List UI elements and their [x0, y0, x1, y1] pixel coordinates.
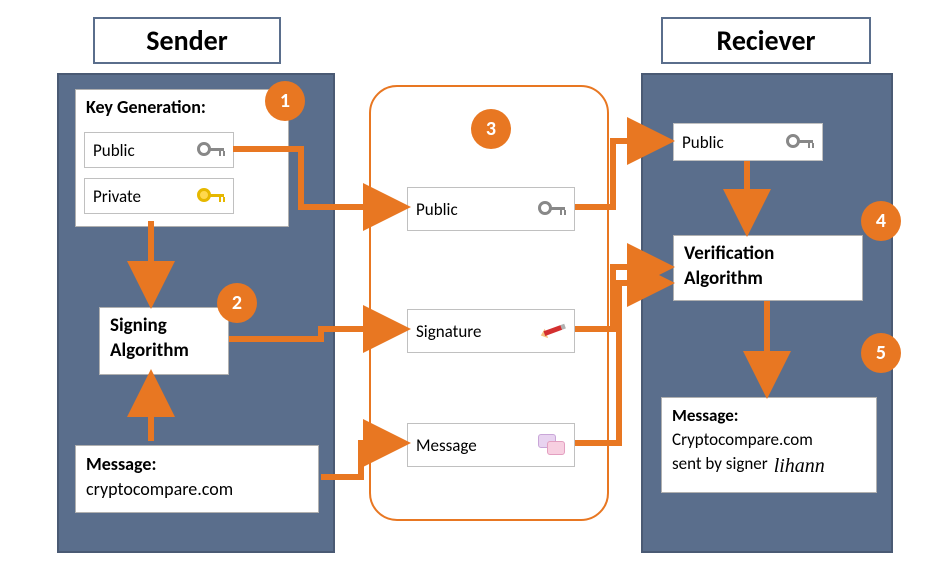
message-icon: [538, 434, 566, 456]
middle-message-label: Message: [416, 435, 477, 456]
sender-message-value: cryptocompare.com: [86, 477, 308, 502]
middle-public: Public: [407, 187, 575, 231]
key-gold-icon: [197, 186, 225, 206]
keygen-private-label: Private: [93, 186, 141, 207]
badge-1: 1: [265, 81, 305, 121]
sender-message-label: Message:: [86, 452, 308, 477]
receiver-public: Public: [673, 123, 823, 161]
badge-5: 5: [861, 333, 901, 373]
keygen-public-label: Public: [93, 140, 135, 161]
sender-panel: Key Generation: Public Private Signing A…: [57, 73, 335, 553]
keygen-box: Key Generation: Public Private: [75, 89, 289, 227]
keygen-title: Key Generation:: [86, 96, 278, 118]
receiver-message-line2: sent by signer: [672, 452, 768, 476]
receiver-public-label: Public: [682, 132, 724, 153]
receiver-title: Reciever: [661, 17, 871, 64]
key-grey-icon: [786, 132, 814, 152]
receiver-message-label: Message:: [672, 404, 866, 428]
transmission-container: Public Signature Message: [369, 85, 609, 521]
receiver-message-box: Message: Cryptocompare.com sent by signe…: [661, 397, 877, 493]
signature-icon: lihann: [774, 452, 834, 474]
badge-4: 4: [861, 201, 901, 241]
receiver-message-line1: Cryptocompare.com: [672, 428, 866, 452]
middle-message: Message: [407, 423, 575, 467]
badge-3: 3: [471, 109, 511, 149]
verification-box: Verification Algorithm: [673, 235, 863, 301]
signing-label: Signing Algorithm: [110, 314, 189, 362]
verification-label: Verification Algorithm: [684, 242, 774, 290]
receiver-panel: Public Verification Algorithm Message: C…: [641, 73, 893, 553]
middle-public-label: Public: [416, 199, 458, 220]
key-grey-icon: [197, 140, 225, 160]
badge-2: 2: [217, 283, 257, 323]
keygen-public: Public: [84, 132, 234, 168]
middle-signature-label: Signature: [416, 321, 481, 342]
pencil-icon: [539, 322, 567, 340]
key-grey-icon: [538, 199, 566, 219]
sender-message-box: Message: cryptocompare.com: [75, 445, 319, 513]
middle-signature: Signature: [407, 309, 575, 353]
signing-box: Signing Algorithm: [99, 307, 229, 375]
sender-title: Sender: [93, 17, 281, 64]
diagram-canvas: Sender Key Generation: Public Private Si…: [0, 0, 942, 587]
keygen-private: Private: [84, 178, 234, 214]
